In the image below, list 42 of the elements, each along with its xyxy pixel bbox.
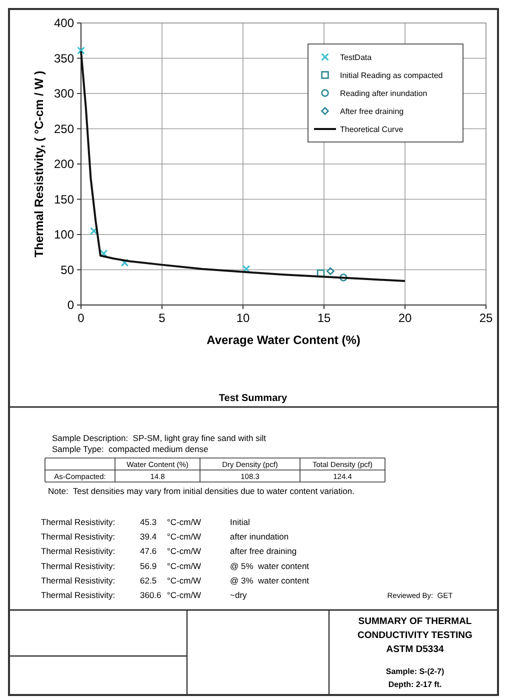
x-tick-label: 0 [78, 311, 85, 325]
point [340, 274, 348, 282]
text: Note: Test densities may vary from initial densities due to water content variation. [48, 486, 354, 496]
text: Sample Type: compacted medium dense [52, 444, 209, 454]
y-tick-label: 100 [54, 228, 74, 242]
point [316, 269, 325, 278]
text: Thermal Resistivity: 45.3 °C-cm/W Initial [41, 517, 250, 527]
y-tick-label: 250 [54, 122, 74, 136]
text: Thermal Resistivity: 47.6 °C-cm/W after free draining [41, 546, 297, 556]
text: Sample Description: SP-SM, light gray fine sand with silt [52, 433, 267, 443]
y-tick-label: 350 [54, 51, 74, 66]
legend-label: Reading after inundation [340, 88, 428, 98]
point [120, 258, 129, 267]
y-tick-label: 300 [54, 86, 74, 101]
y-tick-label: 200 [54, 157, 74, 172]
x-tick-label: 20 [398, 311, 412, 325]
text: Test Summary [218, 393, 288, 404]
point [326, 267, 334, 276]
y-tick-label: 150 [54, 192, 74, 206]
point [77, 46, 85, 54]
x-tick-label: 5 [158, 311, 166, 325]
point [90, 226, 98, 235]
text: Thermal Resistivity: 62.5 °C-cm/W @ 3% water content [41, 575, 310, 586]
legend-label: Theoretical Curve [340, 124, 404, 134]
y-tick-label: 0 [67, 298, 74, 312]
legend-label: TestData [340, 52, 372, 62]
point [100, 250, 108, 258]
text: Sample: S-(2-7) [386, 667, 444, 676]
y-tick-label: 50 [60, 262, 74, 277]
y-tick-label: 400 [54, 16, 74, 30]
x-tick-label: 10 [236, 311, 250, 325]
x-axis-title: Average Water Content (%) [206, 333, 360, 347]
text: Thermal Resistivity: 56.9 °C-cm/W @ 5% water content [41, 560, 310, 571]
x-tick-label: 15 [317, 311, 331, 325]
legend-label: Initial Reading as compacted [340, 70, 443, 80]
x-tick-label: 25 [479, 311, 493, 325]
text: SUMMARY OF THERMAL CONDUCTIVITY TESTING ASTM D5334 [358, 616, 472, 655]
text: Depth: 2-17 ft. [388, 680, 442, 689]
legend-label: After free draining [340, 106, 404, 116]
text: Thermal Resistivity: 39.4 °C-cm/W after inundation [41, 532, 289, 542]
text: Thermal Resistivity: 360.6 °C-cm/W ~dry [41, 590, 247, 600]
y-axis-title: Thermal Resistivity, ( °C-cm / W ) [32, 70, 46, 258]
